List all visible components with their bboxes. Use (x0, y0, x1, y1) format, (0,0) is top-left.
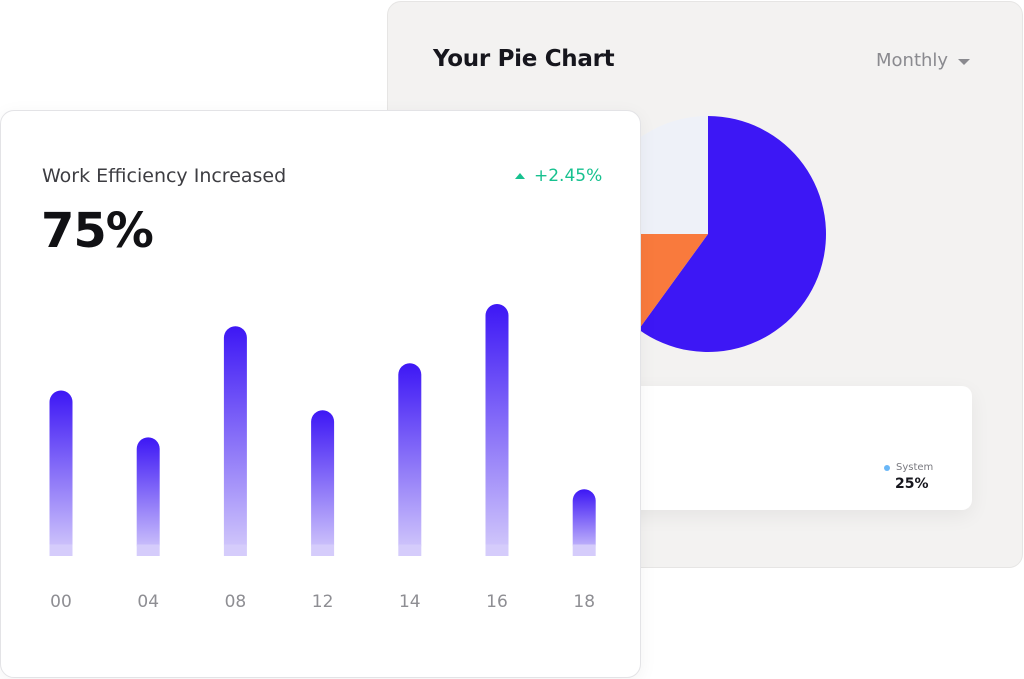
pie-legend-panel: System 25% (608, 386, 972, 510)
work-efficiency-card: Work Efficiency Increased +2.45% 75% 00 0… (0, 110, 641, 678)
bar-chart: 00 04 08 12 14 16 18 (49, 304, 596, 612)
bar-base-04 (136, 544, 160, 556)
x-tick-label: 18 (573, 592, 595, 612)
bar-base-08 (223, 544, 247, 556)
x-tick-label: 00 (50, 592, 72, 612)
period-dropdown[interactable]: Monthly (876, 50, 971, 71)
metric-value: 75% (41, 203, 154, 259)
caret-down-icon (958, 59, 971, 65)
pie-slice-0 (638, 116, 826, 353)
legend-value: 25% (895, 476, 929, 492)
x-tick-label: 12 (312, 592, 334, 612)
bar-base-00 (49, 544, 73, 556)
bar-18 (572, 489, 596, 556)
bar-04 (136, 437, 160, 556)
x-tick-label: 16 (486, 592, 508, 612)
triangle-up-icon (515, 173, 525, 179)
x-tick-label: 08 (225, 592, 247, 612)
bar-base-14 (398, 544, 422, 556)
legend-name-row: System (884, 462, 933, 473)
bar-08 (223, 326, 247, 556)
bar-12 (311, 410, 335, 556)
bar-base-18 (572, 544, 596, 556)
metric-title: Work Efficiency Increased (42, 165, 287, 187)
pie-chart-title: Your Pie Chart (433, 46, 615, 72)
bar-16 (485, 304, 509, 556)
delta-indicator: +2.45% (515, 166, 602, 186)
legend-item-system: System 25% (884, 462, 933, 492)
delta-value: +2.45% (534, 166, 603, 186)
legend-dot-icon (884, 464, 890, 471)
legend-label: System (896, 462, 934, 473)
period-dropdown-label: Monthly (876, 50, 949, 71)
bar-00 (49, 390, 73, 556)
bar-14 (398, 363, 422, 556)
bar-base-16 (485, 544, 509, 556)
x-tick-label: 14 (399, 592, 421, 612)
bar-base-12 (311, 544, 335, 556)
x-tick-label: 04 (137, 592, 159, 612)
